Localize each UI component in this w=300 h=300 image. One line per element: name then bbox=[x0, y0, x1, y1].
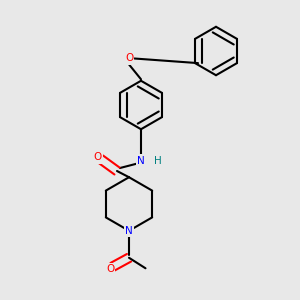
Text: N: N bbox=[125, 226, 133, 236]
Text: N: N bbox=[137, 155, 145, 166]
Text: O: O bbox=[125, 53, 133, 64]
Text: O: O bbox=[106, 264, 114, 274]
Text: H: H bbox=[154, 155, 161, 166]
Text: O: O bbox=[93, 152, 102, 163]
